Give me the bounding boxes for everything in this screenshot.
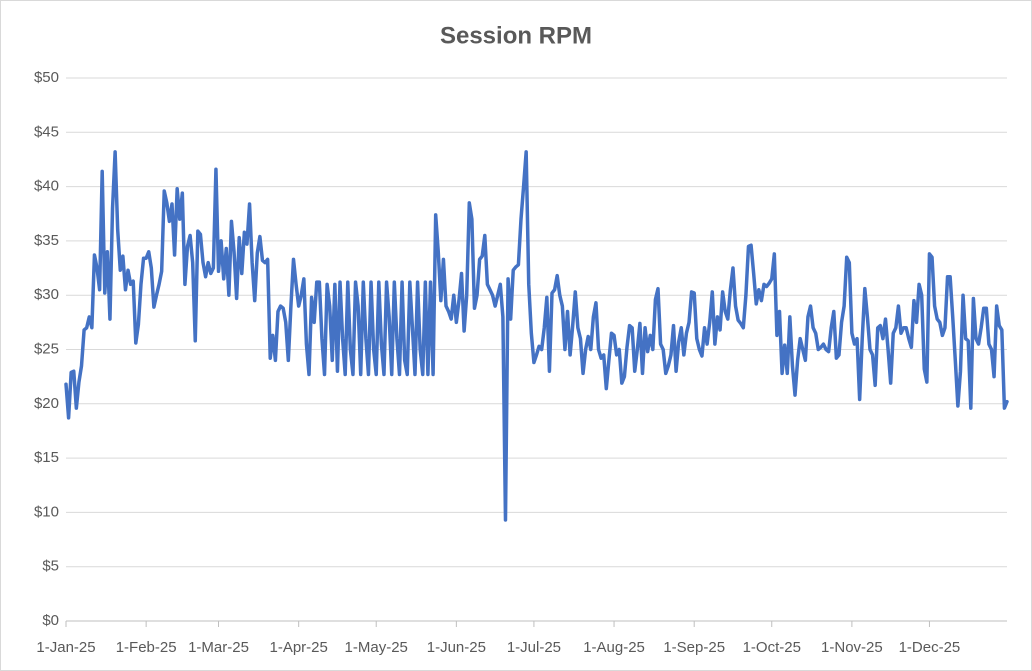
y-tick-label: $50: [34, 69, 59, 86]
x-tick-label: 1-Oct-25: [743, 639, 801, 656]
x-tick-label: 1-May-25: [345, 639, 408, 656]
x-tick-label: 1-Nov-25: [821, 639, 883, 656]
data-line: [64, 150, 1009, 522]
y-tick-label: $45: [34, 123, 59, 140]
x-tick-label: 1-Apr-25: [269, 639, 327, 656]
y-tick-label: $10: [34, 503, 59, 520]
x-tick-label: 1-Aug-25: [583, 639, 645, 656]
x-tick-label: 1-Dec-25: [899, 639, 961, 656]
y-tick-label: $40: [34, 178, 59, 195]
x-tick-label: 1-Feb-25: [116, 639, 177, 656]
x-tick-label: 1-Sep-25: [663, 639, 725, 656]
y-tick-label: $5: [42, 558, 59, 575]
y-tick-label: $0: [42, 612, 59, 629]
x-tick-label: 1-Jul-25: [507, 639, 561, 656]
y-tick-label: $20: [34, 395, 59, 412]
chart-title: Session RPM: [440, 22, 592, 49]
y-tick-label: $35: [34, 232, 59, 249]
y-tick-label: $30: [34, 286, 59, 303]
y-tick-label: $15: [34, 449, 59, 466]
x-tick-label: 1-Mar-25: [188, 639, 249, 656]
x-tick-label: 1-Jan-25: [36, 639, 95, 656]
x-tick-label: 1-Jun-25: [427, 639, 486, 656]
y-tick-label: $25: [34, 340, 59, 357]
